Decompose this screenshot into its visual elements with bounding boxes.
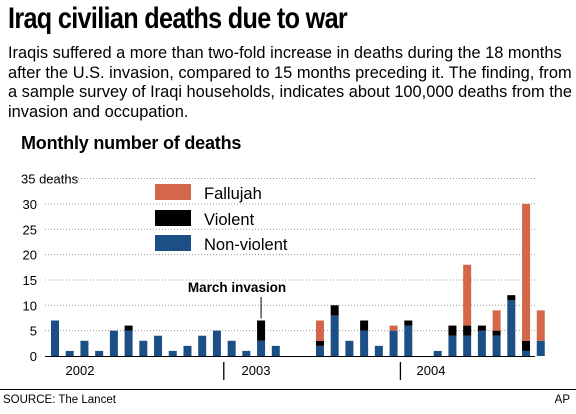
bar-violent [522, 340, 531, 351]
bar-non-violent [80, 340, 89, 356]
bar-non-violent [168, 350, 177, 356]
bar-non-violent [448, 335, 457, 356]
legend-swatch [155, 235, 191, 251]
bar-violent [507, 295, 516, 301]
bar-non-violent [477, 330, 486, 356]
y-tick-label: 10 [23, 298, 37, 313]
bar-non-violent [330, 315, 339, 356]
legend-swatch [155, 210, 191, 226]
legend-label: Non-violent [204, 236, 288, 254]
y-axis: 0 5 10 15 20 25 30 35 deaths [21, 172, 79, 364]
bar-non-violent [492, 335, 501, 356]
y-tick-label: 25 [23, 222, 37, 237]
bar-non-violent [315, 345, 324, 356]
bar-fallujah [389, 325, 398, 331]
bar-fallujah [522, 203, 531, 341]
bar-non-violent [212, 330, 221, 356]
bar-violent [477, 325, 486, 331]
year-label: 2004 [417, 363, 446, 378]
bar-non-violent [389, 330, 398, 356]
bar-violent [404, 320, 413, 326]
footer-rule [0, 389, 576, 390]
bar-violent [124, 325, 133, 331]
x-axis: 2002 2003 2004 [45, 356, 535, 380]
bar-non-violent [536, 340, 545, 356]
year-label: 2002 [66, 363, 95, 378]
legend-swatch [155, 184, 191, 200]
bar-non-violent [124, 330, 133, 356]
annotation: March invasion [188, 280, 286, 319]
bar-fallujah [315, 320, 324, 341]
bar-non-violent [139, 340, 148, 356]
bar-violent [330, 305, 339, 316]
bar-violent [315, 340, 324, 346]
bar-non-violent [183, 345, 192, 356]
y-tick-label: 30 [23, 197, 37, 212]
grid-lines [45, 178, 535, 332]
y-tick-label: 35 deaths [21, 172, 79, 187]
bar-non-violent [51, 320, 59, 356]
year-label: 2003 [242, 363, 271, 378]
legend-label: Fallujah [204, 185, 262, 203]
bar-non-violent [257, 340, 266, 356]
bar-non-violent [198, 335, 207, 356]
legend: Fallujah Violent Non-violent [155, 184, 288, 254]
bar-non-violent [360, 330, 369, 356]
bar-non-violent [522, 350, 531, 356]
bar-non-violent [463, 335, 472, 356]
bar-violent [360, 320, 369, 331]
y-tick-label: 0 [30, 349, 37, 364]
y-tick-label: 15 [23, 273, 37, 288]
y-tick-label: 20 [23, 248, 37, 263]
section-title: Monthly number of deaths [21, 133, 242, 153]
legend-label: Violent [204, 211, 255, 229]
bar-violent [492, 330, 501, 336]
bar-non-violent [374, 345, 383, 356]
bar-non-violent [404, 325, 413, 356]
bar-violent [257, 320, 266, 341]
bar-non-violent [227, 340, 236, 356]
bar-non-violent [433, 350, 442, 356]
bar-non-violent [154, 335, 163, 356]
bar-violent [448, 325, 457, 336]
chart-title: Iraq civilian deaths due to war [8, 2, 348, 35]
bar-non-violent [242, 350, 251, 356]
y-tick-label: 5 [30, 324, 37, 339]
source-note: SOURCE: The Lancet [3, 394, 116, 406]
bar-fallujah [536, 310, 545, 341]
bar-fallujah [492, 310, 501, 331]
bar-non-violent [109, 330, 118, 356]
bars [51, 203, 545, 356]
annotation-label: March invasion [188, 280, 286, 295]
credit-note: AP [554, 394, 570, 406]
bar-non-violent [65, 350, 74, 356]
bar-non-violent [345, 340, 354, 356]
bar-violent [463, 325, 472, 336]
chart-subtitle: Iraqis suffered a more than two-fold inc… [8, 44, 573, 121]
bar-non-violent [507, 300, 516, 356]
bar-non-violent [95, 350, 104, 356]
bar-non-violent [271, 345, 280, 356]
bar-fallujah [463, 264, 472, 326]
